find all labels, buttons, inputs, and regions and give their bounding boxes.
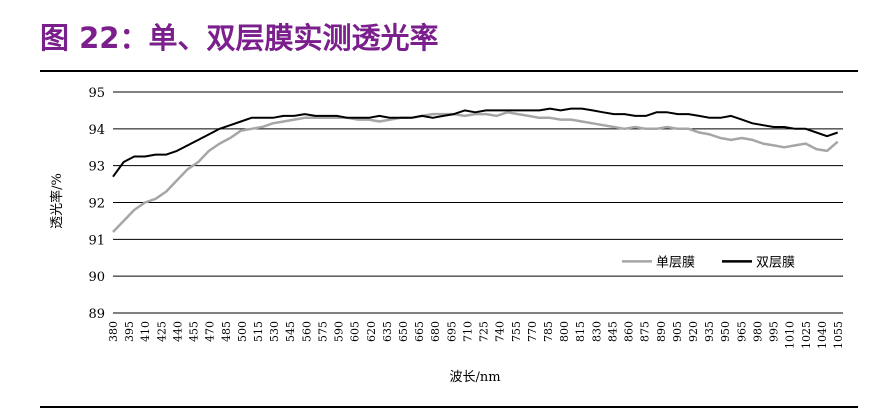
- legend: 单层膜 双层膜: [622, 255, 795, 270]
- x-tick-label: 440: [171, 321, 184, 342]
- y-tick-label: 91: [88, 233, 105, 248]
- y-tick-label: 89: [88, 307, 105, 322]
- x-tick-label: 995: [768, 321, 781, 342]
- x-tick-label: 650: [397, 321, 410, 342]
- x-tick-label: 515: [252, 321, 265, 342]
- x-tick-label: 1040: [816, 321, 829, 349]
- x-tick-label: 1055: [832, 321, 845, 349]
- legend-label: 单层膜: [656, 255, 695, 270]
- x-tick-label: 695: [445, 321, 458, 342]
- x-tick-label: 860: [623, 321, 636, 342]
- x-tick-label: 560: [300, 321, 313, 342]
- x-tick-label: 830: [590, 321, 603, 342]
- x-tick-label: 755: [510, 321, 523, 342]
- x-axis-label: 波长/nm: [449, 370, 500, 385]
- x-tick-label: 485: [220, 321, 233, 342]
- figure-title: 图 22：单、双层膜实测透光率: [40, 21, 439, 55]
- x-tick-label: 620: [365, 321, 378, 342]
- x-tick-label: 455: [188, 321, 201, 342]
- x-tick-label: 470: [204, 321, 217, 342]
- x-tick-label: 395: [123, 321, 136, 342]
- x-tick-label: 800: [558, 321, 571, 342]
- x-tick-label: 410: [139, 321, 152, 342]
- x-tick-label: 845: [606, 321, 619, 342]
- x-tick-label: 920: [687, 321, 700, 342]
- y-tick-label: 93: [88, 160, 105, 175]
- x-tick-label: 875: [639, 321, 652, 342]
- y-tick-labels: 89 90 91 92 93 94 95: [88, 86, 105, 322]
- y-tick-label: 90: [88, 270, 105, 285]
- x-tick-label: 1025: [800, 321, 813, 349]
- x-tick-label: 425: [155, 321, 168, 342]
- x-tick-label: 710: [461, 321, 474, 342]
- x-tick-label: 815: [574, 321, 587, 342]
- x-tick-label: 1010: [784, 321, 797, 349]
- x-tick-label: 890: [655, 321, 668, 342]
- x-tick-label: 380: [107, 321, 120, 342]
- top-rule: [40, 70, 858, 72]
- x-tick-label: 635: [381, 321, 394, 342]
- x-tick-label: 965: [735, 321, 748, 342]
- series-line-double-layer: [112, 107, 839, 178]
- x-tick-label: 770: [526, 321, 539, 342]
- x-tick-label: 500: [236, 321, 249, 342]
- bottom-rule: [40, 406, 858, 408]
- y-tick-label: 92: [88, 197, 105, 212]
- x-tick-label: 665: [413, 321, 426, 342]
- x-tick-label: 530: [268, 321, 281, 342]
- x-tick-label: 935: [703, 321, 716, 342]
- x-tick-label: 905: [671, 321, 684, 342]
- y-tick-label: 94: [88, 123, 105, 138]
- y-axis-label: 透光率/%: [49, 173, 65, 229]
- x-tick-label: 590: [333, 321, 346, 342]
- x-tick-label: 605: [349, 321, 362, 342]
- x-tick-label: 575: [316, 321, 329, 342]
- series-layer: [112, 107, 839, 233]
- grid-layer: [113, 91, 843, 314]
- x-tick-label: 740: [494, 321, 507, 342]
- x-tick-label: 545: [284, 321, 297, 342]
- x-tick-label: 680: [429, 321, 442, 342]
- x-tick-label: 950: [719, 321, 732, 342]
- x-tick-label: 785: [542, 321, 555, 342]
- series-line-single-layer: [112, 111, 839, 233]
- x-tick-labels: 380 395 410 425 440 455 470 485 500 515 530 545 560 5…: [107, 321, 845, 349]
- x-tick-label: 980: [751, 321, 764, 342]
- y-tick-label: 95: [88, 86, 105, 101]
- x-tick-label: 725: [478, 321, 491, 342]
- legend-label: 双层膜: [756, 255, 795, 270]
